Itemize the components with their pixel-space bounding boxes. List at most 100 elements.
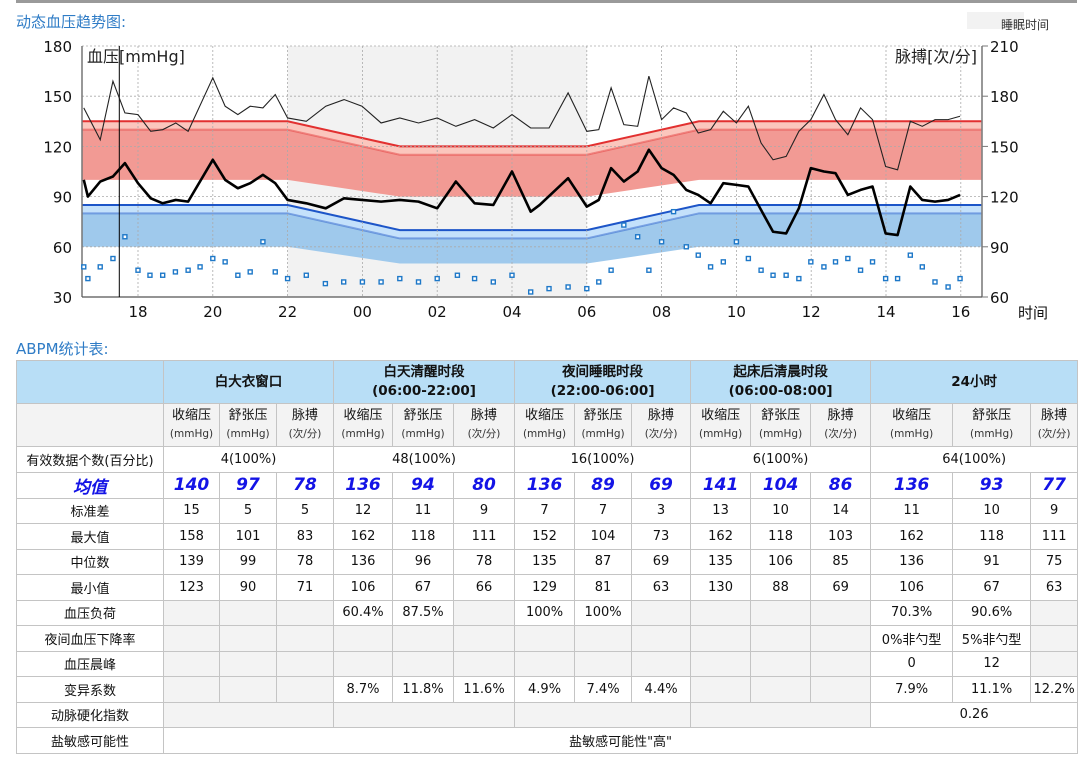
table-cell: 7.9%	[870, 676, 954, 703]
row-label: 最小值	[16, 574, 164, 601]
table-cell	[275, 625, 335, 652]
table-cell: 67	[952, 574, 1032, 601]
table-cell: 86	[810, 471, 872, 499]
table-cell: 5%非勺型	[952, 625, 1032, 652]
systolic-threshold-line	[81, 120, 982, 148]
left-tick-label: 180	[43, 38, 72, 56]
pulse-point	[707, 264, 714, 270]
table-cell: 10	[750, 497, 812, 524]
pulse-point	[584, 285, 590, 292]
table-row: 夜间血压下降率 0%非勺型 5%非勺型	[16, 625, 1079, 652]
group-title: 夜间睡眠时段	[562, 364, 644, 380]
table-cell: 136	[870, 471, 954, 499]
table-cell: 75	[1030, 548, 1079, 575]
group-header: 24小时	[870, 360, 1079, 404]
pulse-point	[247, 269, 253, 275]
table-cell	[392, 625, 455, 652]
table-cell: 0	[870, 650, 954, 677]
pulse-point	[97, 264, 103, 270]
measure-unit: (mmHg)	[581, 428, 625, 440]
table-cell: 100%	[514, 599, 576, 626]
table-cell: 11.8%	[392, 676, 455, 703]
measure-header: 脉搏 (次/分)	[810, 403, 872, 447]
top-divider	[16, 0, 1077, 3]
pulse-point	[808, 259, 814, 265]
table-cell: 4.9%	[514, 676, 576, 703]
pulse-point	[110, 255, 116, 262]
table-cell: 15	[163, 497, 220, 524]
measure-name: 舒张压	[228, 408, 268, 423]
table-cell	[750, 676, 812, 703]
table-cell	[219, 599, 277, 626]
table-cell: 81	[574, 574, 633, 601]
pulse-point	[260, 239, 266, 245]
table-cell: 3	[631, 497, 692, 524]
x-tick-label: 22	[278, 303, 297, 321]
measure-name: 脉搏	[648, 408, 675, 423]
table-cell	[333, 625, 394, 652]
table-cell	[275, 650, 335, 677]
pulse-point	[303, 272, 309, 278]
pulse-point	[528, 289, 534, 295]
pulse-point	[857, 267, 864, 273]
chart-title: 动态血压趋势图:	[16, 13, 127, 31]
table-cell	[750, 650, 812, 677]
table-cell: 104	[574, 523, 633, 550]
left-tick-label: 150	[43, 88, 72, 106]
measure-unit: (mmHg)	[698, 428, 743, 440]
measure-header: 舒张压 (mmHg)	[219, 403, 277, 447]
systolic-inner-line	[81, 128, 982, 156]
right-tick-label: 120	[990, 189, 1019, 207]
row-label: 血压晨峰	[16, 650, 164, 677]
left-tick-label: 120	[43, 138, 72, 156]
table-cell	[810, 625, 872, 652]
pulse-point	[272, 269, 278, 275]
measure-name: 舒张压	[403, 408, 443, 423]
group-header-row: 白大衣窗口 白天清醒时段 (06:00-22:00] 夜间睡眠时段 (22:00-06:…	[16, 360, 1079, 404]
table-cell: 158	[163, 523, 220, 550]
table-cell: 71	[275, 574, 335, 601]
measure-unit: (次/分)	[467, 428, 501, 440]
table-row: 标准差 15 5 5 12 11 9 7 7 3 13 10 14 11 10 9	[16, 497, 1079, 524]
table-cell: 96	[392, 548, 455, 575]
table-cell: 12	[952, 650, 1032, 677]
table-cell	[514, 625, 576, 652]
table-cell: 106	[333, 574, 394, 601]
pulse-point	[509, 272, 515, 278]
table-cell	[453, 650, 516, 677]
table-cell: 135	[690, 548, 752, 575]
table-cell: 11	[870, 497, 954, 524]
table-cell: 91	[952, 548, 1032, 575]
table-cell	[333, 701, 516, 728]
measure-unit: (mmHg)	[890, 428, 934, 440]
table-cell: 136	[870, 548, 954, 575]
table-cell	[514, 701, 692, 728]
table-cell: 104	[750, 471, 812, 499]
legend-sleep-label: 睡眠时间	[1001, 18, 1049, 32]
table-cell	[690, 676, 752, 703]
measure-name: 脉搏	[292, 408, 319, 423]
right-tick-label: 60	[990, 289, 1009, 307]
measure-unit: (mmHg)	[758, 428, 803, 440]
row-label: 变异系数	[16, 676, 164, 703]
group-period: (06:00-22:00]	[372, 383, 476, 399]
measure-header: 收缩压 (mmHg)	[514, 403, 576, 447]
x-tick-label: 02	[428, 303, 447, 321]
measure-header: 脉搏 (次/分)	[275, 403, 335, 447]
legend-sleep-swatch	[967, 12, 1024, 29]
table-cell	[690, 599, 752, 626]
table-cell	[275, 676, 335, 703]
table-cell: 99	[219, 548, 277, 575]
table-cell: 140	[163, 471, 220, 499]
group-header: 白大衣窗口	[162, 360, 335, 404]
group-title: 白天清醒时段	[383, 364, 465, 380]
diastolic-series-line	[82, 148, 961, 237]
measure-name: 脉搏	[827, 408, 854, 423]
pulse-point	[919, 264, 925, 270]
x-tick-label: 10	[727, 303, 746, 321]
table-cell: 85	[810, 548, 872, 575]
table-cell	[333, 650, 394, 677]
pulse-point	[284, 275, 291, 282]
table-cell	[163, 599, 220, 626]
pulse-point	[546, 285, 552, 292]
